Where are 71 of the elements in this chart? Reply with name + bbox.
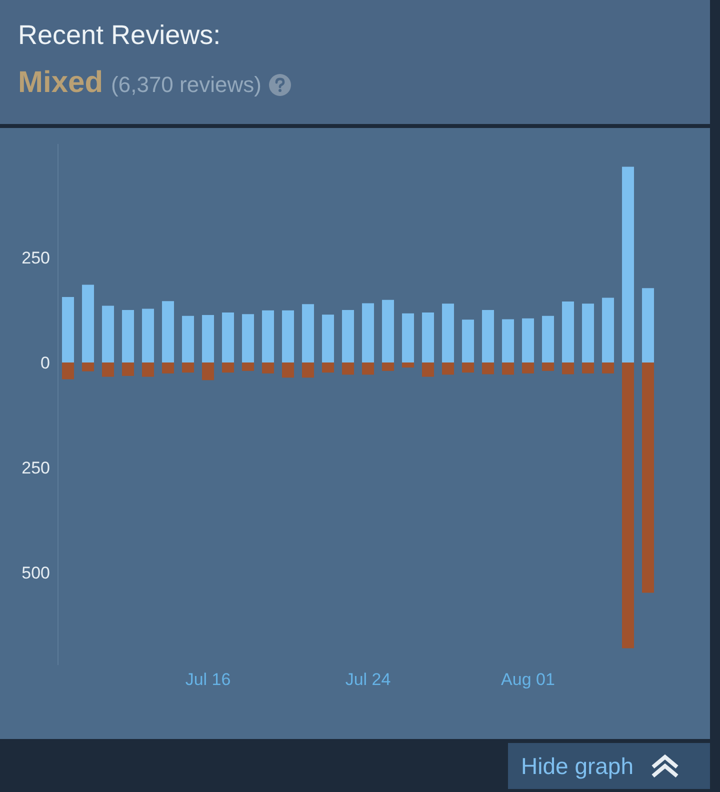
bar [422, 362, 434, 377]
bar [382, 362, 394, 371]
bar [442, 304, 454, 362]
bar [282, 362, 294, 378]
text: Hide graph [521, 752, 634, 780]
bar [302, 362, 314, 378]
bar [82, 362, 94, 372]
bar [602, 362, 614, 374]
bar [382, 300, 394, 362]
bar [242, 362, 254, 371]
bar [262, 310, 274, 362]
bar [162, 301, 174, 362]
bar [502, 362, 514, 375]
bar [582, 304, 594, 362]
bar [462, 320, 474, 362]
bar [302, 304, 314, 362]
bar [142, 362, 154, 377]
bar [402, 362, 414, 368]
y-tick-label: 250 [22, 248, 50, 268]
bar [562, 302, 574, 362]
bar [322, 314, 334, 362]
bar [442, 362, 454, 375]
bar [142, 308, 154, 362]
bar [642, 362, 654, 593]
chart-subtitle: Mixed [18, 66, 104, 100]
bar [202, 362, 214, 380]
bar [182, 316, 194, 362]
bar [542, 362, 554, 371]
x-tick-label: Jul 16 [185, 670, 231, 690]
bar [362, 303, 374, 362]
bar [362, 362, 374, 375]
bar [102, 362, 114, 377]
bar [482, 362, 494, 374]
bar [182, 362, 194, 373]
chart-title: Recent Reviews: [18, 20, 221, 51]
bar [422, 312, 434, 362]
y-tick-label: 250 [22, 458, 50, 478]
x-tick-label: Aug 01 [501, 670, 555, 690]
bar [62, 362, 74, 380]
bar [62, 296, 74, 362]
bar [462, 362, 474, 373]
bar [522, 362, 534, 374]
bar [122, 362, 134, 376]
bar [102, 306, 114, 362]
y-tick-label: 500 [22, 564, 50, 583]
y-tick-label: 0 [40, 354, 50, 373]
bar [522, 318, 534, 362]
bar [82, 284, 94, 362]
bar [642, 288, 654, 362]
bar [482, 310, 494, 362]
bar [602, 298, 614, 362]
bar [502, 319, 514, 362]
bar [562, 362, 574, 374]
bar [262, 362, 274, 374]
bar [322, 362, 334, 373]
bar [622, 362, 634, 648]
bar [582, 362, 594, 374]
bar [402, 313, 414, 362]
x-tick-label: Jul 24 [345, 670, 391, 690]
bar [222, 362, 234, 373]
text: (6,370 reviews) [111, 72, 262, 98]
bar [282, 310, 294, 362]
bar [542, 316, 554, 362]
bar [242, 314, 254, 362]
bar [342, 310, 354, 362]
bar [122, 310, 134, 362]
bar [222, 312, 234, 362]
bar [622, 166, 634, 362]
bar [162, 362, 174, 374]
bar [342, 362, 354, 375]
bar [202, 315, 214, 362]
